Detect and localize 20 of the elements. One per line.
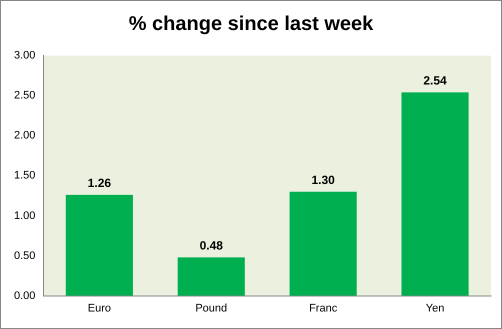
- x-tick-label: Euro: [88, 302, 111, 314]
- y-tick-label: 1.00: [14, 210, 36, 222]
- bar: [290, 192, 357, 296]
- data-label: 2.54: [423, 74, 448, 88]
- bar: [66, 194, 133, 296]
- x-tick-label: Franc: [309, 302, 338, 314]
- y-tick-label: 2.00: [14, 130, 36, 142]
- data-label: 0.48: [200, 238, 224, 253]
- x-tick-label: Pound: [195, 302, 228, 314]
- x-tick-label: Yen: [426, 302, 444, 314]
- y-tick-label: 1.50: [14, 170, 36, 182]
- y-tick-label: 3.00: [14, 50, 36, 62]
- y-tick-label: 0.50: [14, 250, 36, 262]
- y-tick-label: 0.00: [14, 290, 36, 302]
- bar: [401, 92, 469, 296]
- bar: [178, 257, 245, 296]
- chart-title: % change since last week: [128, 13, 374, 36]
- y-tick-label: 2.50: [14, 90, 36, 102]
- data-label: 1.30: [311, 173, 336, 188]
- data-label: 1.26: [88, 176, 112, 190]
